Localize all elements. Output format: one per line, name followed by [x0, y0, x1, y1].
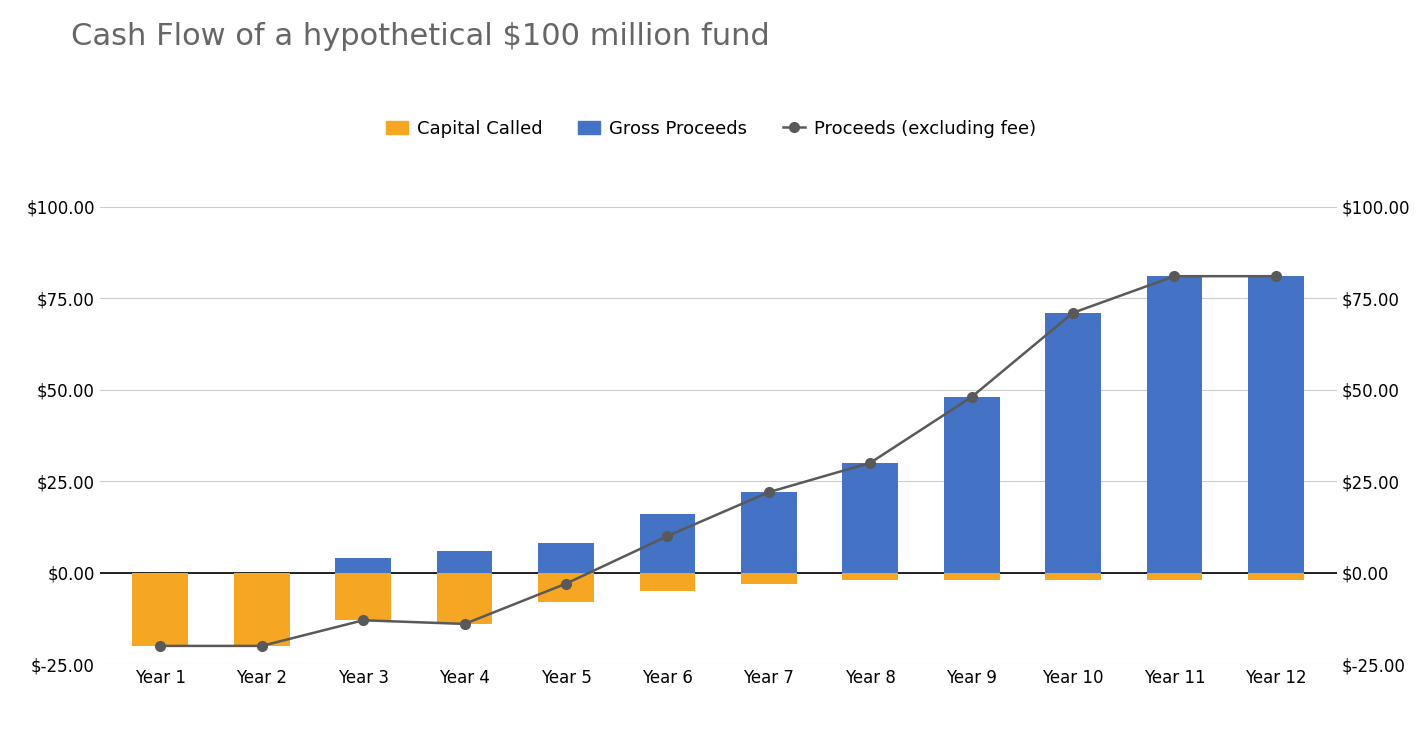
- Legend: Capital Called, Gross Proceeds, Proceeds (excluding fee): Capital Called, Gross Proceeds, Proceeds…: [378, 112, 1044, 145]
- Bar: [640, 573, 695, 591]
- Proceeds (excluding fee): [1065, 308, 1082, 317]
- Proceeds (excluding fee): [557, 579, 574, 588]
- Proceeds (excluding fee): [963, 393, 980, 401]
- Proceeds (excluding fee): [761, 488, 778, 497]
- Bar: [1045, 313, 1101, 573]
- Bar: [741, 573, 796, 584]
- Bar: [842, 463, 899, 573]
- Proceeds (excluding fee): [253, 641, 270, 650]
- Bar: [336, 573, 391, 620]
- Bar: [741, 492, 796, 573]
- Bar: [944, 573, 1000, 580]
- Bar: [1045, 573, 1101, 580]
- Bar: [1249, 573, 1304, 580]
- Proceeds (excluding fee): [456, 619, 474, 628]
- Bar: [1146, 276, 1203, 573]
- Proceeds (excluding fee): [1166, 272, 1183, 280]
- Bar: [640, 514, 695, 573]
- Bar: [538, 573, 594, 602]
- Text: Cash Flow of a hypothetical $100 million fund: Cash Flow of a hypothetical $100 million…: [71, 22, 769, 51]
- Bar: [1146, 573, 1203, 580]
- Bar: [538, 543, 594, 573]
- Bar: [437, 573, 492, 624]
- Bar: [132, 573, 188, 646]
- Bar: [1249, 276, 1304, 573]
- Proceeds (excluding fee): [658, 531, 675, 540]
- Bar: [842, 573, 899, 580]
- Bar: [944, 397, 1000, 573]
- Proceeds (excluding fee): [354, 615, 371, 624]
- Bar: [233, 573, 290, 646]
- Line: Proceeds (excluding fee): Proceeds (excluding fee): [155, 272, 1281, 651]
- Proceeds (excluding fee): [152, 641, 169, 650]
- Bar: [437, 551, 492, 573]
- Proceeds (excluding fee): [1267, 272, 1284, 280]
- Proceeds (excluding fee): [862, 458, 879, 467]
- Bar: [336, 558, 391, 573]
